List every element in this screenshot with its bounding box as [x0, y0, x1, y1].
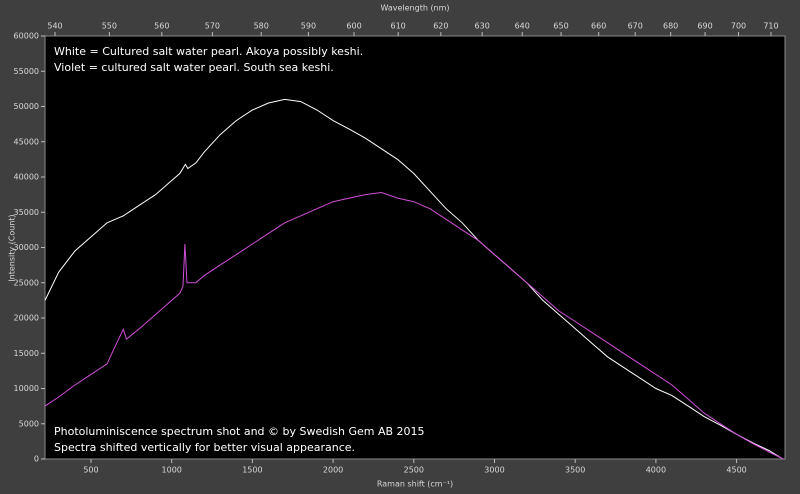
y-axis-label: Intensity (Count): [8, 214, 17, 281]
x2-tick-label: 560: [154, 22, 169, 31]
x-tick-label: 1500: [242, 466, 262, 475]
x2-tick-label: 710: [763, 22, 778, 31]
series-line: [44, 98, 783, 459]
y-tick-label: 45000: [14, 137, 39, 146]
y-tick-label: 10000: [14, 384, 39, 393]
x-tick-label: 2500: [404, 466, 424, 475]
y-tick-label: 20000: [14, 314, 39, 323]
x2-tick-label: 690: [697, 22, 712, 31]
x2-tick-label: 590: [301, 22, 316, 31]
x2-tick-label: 620: [433, 22, 448, 31]
x-tick-label: 4000: [646, 466, 666, 475]
y-tick-label: 15000: [14, 349, 39, 358]
y-tick-label: 5000: [19, 419, 39, 428]
x-axis-label: Raman shift (cm⁻¹): [377, 480, 453, 489]
y-tick-label: 40000: [14, 173, 39, 182]
x2-tick-label: 580: [254, 22, 269, 31]
annotation: Photoluminiscence spectrum shot and © by…: [54, 425, 425, 438]
x2-tick-label: 680: [663, 22, 678, 31]
x2-tick-label: 700: [731, 22, 746, 31]
y-tick-label: 55000: [14, 67, 39, 76]
x-tick-label: 500: [83, 466, 98, 475]
x2-axis-label: Wavelength (nm): [380, 4, 449, 13]
y-tick-label: 50000: [14, 102, 39, 111]
y-tick-label: 25000: [14, 278, 39, 287]
x-tick-label: 4500: [726, 466, 746, 475]
x2-tick-label: 640: [515, 22, 530, 31]
y-tick-label: 60000: [14, 32, 39, 41]
x2-tick-label: 540: [47, 22, 62, 31]
x2-tick-label: 670: [628, 22, 643, 31]
x2-tick-label: 600: [346, 22, 361, 31]
x-tick-label: 3500: [565, 466, 585, 475]
y-tick-label: 35000: [14, 208, 39, 217]
x2-tick-label: 660: [591, 22, 606, 31]
x-tick-label: 3000: [484, 466, 504, 475]
x2-tick-label: 610: [391, 22, 406, 31]
x2-tick-label: 550: [102, 22, 117, 31]
x-tick-label: 2000: [323, 466, 343, 475]
annotation: Spectra shifted vertically for better vi…: [54, 441, 355, 454]
annotation: White = Cultured salt water pearl. Akoya…: [54, 45, 363, 58]
x-tick-label: 1000: [162, 466, 182, 475]
x2-tick-label: 570: [205, 22, 220, 31]
plot-area: [44, 35, 786, 460]
y-tick-label: 30000: [14, 243, 39, 252]
annotation: Violet = cultured salt water pearl. Sout…: [54, 61, 334, 74]
series-line: [44, 191, 784, 460]
y-tick-label: 0: [34, 455, 39, 464]
x2-tick-label: 630: [475, 22, 490, 31]
x2-tick-label: 650: [553, 22, 568, 31]
